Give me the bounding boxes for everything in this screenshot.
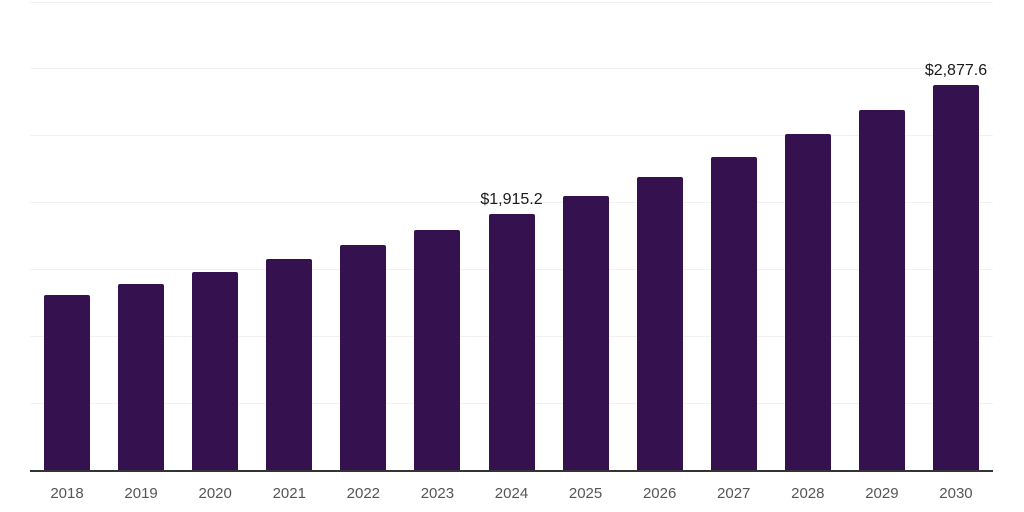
x-tick-label-2021: 2021 [272, 485, 306, 502]
x-tick-label-2024: 2024 [494, 485, 529, 502]
x-tick-label-2019: 2019 [124, 485, 158, 502]
bar-2018 [44, 295, 91, 470]
bar-2026 [636, 176, 683, 470]
x-tick-label-2025: 2025 [568, 485, 603, 502]
x-tick-label-2028: 2028 [791, 485, 825, 502]
bar-2023 [414, 230, 461, 470]
bar-2020 [192, 272, 239, 470]
bar-2021 [266, 259, 313, 470]
bar-2029 [858, 110, 905, 470]
bar-value-label-2024: $1,915.2 [480, 190, 543, 208]
bar-2027 [710, 156, 757, 470]
bar-2025 [562, 196, 609, 470]
bar-value-label-2030: $2,877.6 [924, 62, 988, 80]
gridline-2500 [30, 135, 993, 137]
x-tick-label-2029: 2029 [865, 485, 899, 502]
x-tick-label-2020: 2020 [198, 485, 232, 502]
x-tick-label-2018: 2018 [50, 485, 84, 502]
x-tick-label-2026: 2026 [642, 485, 677, 502]
gridline-3500 [30, 1, 993, 3]
bar-2030 [932, 85, 979, 470]
bar-2019 [118, 283, 165, 470]
plot-area: $1,915.2 $2,877.6 [30, 1, 993, 472]
x-axis-labels: 2018 2019 2020 2021 2022 2023 2024 2025 2026 2027… [30, 485, 993, 505]
x-tick-label-2022: 2022 [346, 485, 381, 502]
x-tick-label-2027: 2027 [717, 485, 751, 502]
bar-2022 [340, 245, 387, 470]
gridline-2000 [30, 202, 993, 204]
x-tick-label-2030: 2030 [939, 485, 973, 502]
x-tick-label-2023: 2023 [420, 485, 455, 502]
bar-2024 [488, 213, 535, 470]
bar-2028 [784, 134, 831, 470]
gridline-3000 [30, 68, 993, 70]
